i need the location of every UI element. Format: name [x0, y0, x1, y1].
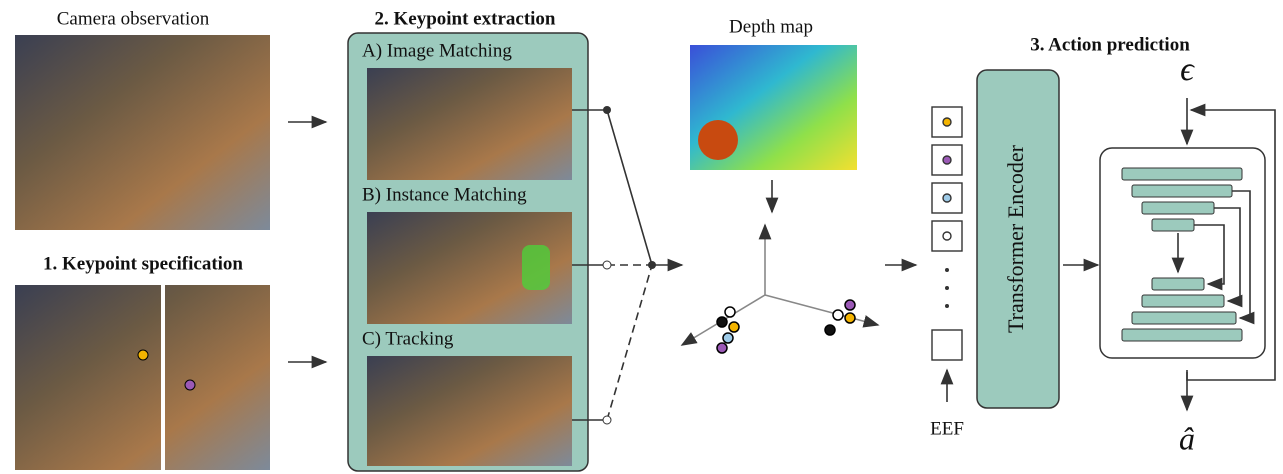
- method-image: [367, 68, 572, 180]
- encoder-label: Transformer Encoder: [1003, 144, 1028, 333]
- camera-image: [15, 35, 270, 230]
- action-title: 3. Action prediction: [1030, 34, 1190, 55]
- method-label: C) Tracking: [362, 328, 454, 349]
- observation-title: Camera observation: [57, 8, 210, 29]
- output-label: â: [1179, 420, 1195, 456]
- switch: [603, 261, 611, 269]
- instance-mask: [522, 245, 550, 290]
- connector: [607, 265, 652, 420]
- method-label: B) Instance Matching: [362, 184, 527, 205]
- connector: [607, 110, 652, 265]
- switch: [603, 416, 611, 424]
- keypoint: [138, 350, 148, 360]
- tokens: [932, 107, 962, 360]
- extraction-title: 2. Keypoint extraction: [374, 8, 555, 29]
- noise-label: ϵ: [1180, 51, 1195, 88]
- ellipsis: [945, 268, 949, 308]
- spec-image: [15, 285, 270, 470]
- eef-label: EEF: [930, 418, 964, 439]
- axes: [682, 225, 878, 345]
- switch: [603, 106, 611, 114]
- keypoints-3d: [717, 300, 855, 353]
- figure: Camera observation 1. Keypoint specifica…: [0, 0, 1283, 474]
- method-image: [367, 356, 572, 466]
- depth-title: Depth map: [729, 16, 813, 37]
- keypoint: [185, 380, 195, 390]
- depth-object: [698, 120, 738, 160]
- specification-title: 1. Keypoint specification: [43, 253, 243, 274]
- method-label: A) Image Matching: [362, 40, 512, 61]
